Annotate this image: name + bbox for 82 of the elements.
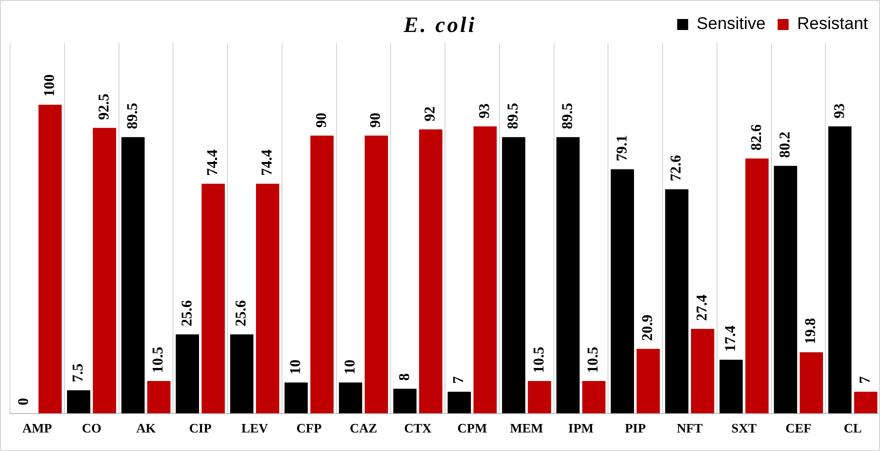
data-label: 19.8 bbox=[803, 318, 820, 344]
bar bbox=[720, 360, 743, 414]
bar bbox=[828, 126, 852, 414]
x-tick-label: CFP bbox=[296, 420, 322, 436]
data-label: 72.6 bbox=[668, 154, 685, 182]
x-tick-label: CAZ bbox=[350, 420, 378, 436]
bar bbox=[665, 189, 688, 414]
bar bbox=[176, 334, 200, 414]
chart-title: E. coli bbox=[404, 12, 476, 37]
data-label: 90 bbox=[314, 112, 330, 128]
data-label: 8 bbox=[396, 373, 413, 381]
bar bbox=[774, 166, 798, 414]
data-label: 80.2 bbox=[777, 132, 794, 158]
data-label: 89.5 bbox=[560, 102, 576, 130]
bar bbox=[393, 388, 417, 414]
bar bbox=[338, 382, 362, 414]
data-label: 100 bbox=[42, 74, 58, 97]
data-label: 10 bbox=[342, 360, 358, 375]
data-label: 20.9 bbox=[640, 314, 656, 341]
bar bbox=[364, 136, 388, 414]
bar bbox=[473, 126, 497, 414]
bar bbox=[690, 328, 714, 414]
data-label: 89.5 bbox=[506, 102, 522, 130]
data-label: 74.4 bbox=[205, 149, 222, 176]
data-label: 7.5 bbox=[70, 364, 87, 382]
legend-label: Sensitive bbox=[696, 14, 766, 34]
bar bbox=[582, 380, 606, 414]
x-tick-label: IPM bbox=[568, 420, 594, 436]
bar bbox=[419, 129, 442, 414]
x-tick-label: AMP bbox=[22, 420, 52, 436]
data-label: 0 bbox=[16, 398, 32, 406]
data-label: 7 bbox=[858, 376, 874, 384]
bar bbox=[854, 392, 878, 414]
bar bbox=[202, 184, 225, 414]
bar bbox=[230, 334, 254, 414]
data-label: 82.6 bbox=[748, 124, 765, 150]
x-tick-label: CPM bbox=[457, 420, 487, 436]
data-label: 74.4 bbox=[259, 149, 276, 176]
data-label: 90 bbox=[368, 112, 384, 128]
data-label: 27.4 bbox=[694, 294, 710, 321]
x-tick-label: CO bbox=[82, 420, 102, 436]
data-label: 93 bbox=[476, 103, 493, 118]
bar bbox=[528, 380, 552, 414]
bar bbox=[121, 137, 145, 414]
x-tick-label: AK bbox=[136, 420, 157, 436]
x-tick-label: LEV bbox=[241, 420, 269, 436]
data-label: 10.5 bbox=[531, 346, 548, 373]
data-label: 92.5 bbox=[96, 94, 112, 120]
bar bbox=[147, 380, 170, 414]
data-label: 17.4 bbox=[723, 324, 740, 352]
bar bbox=[745, 158, 769, 414]
data-label: 79.1 bbox=[614, 134, 630, 162]
data-label: 92 bbox=[422, 106, 439, 122]
bar bbox=[256, 184, 280, 414]
data-label: 10.5 bbox=[150, 346, 167, 373]
data-label: 7 bbox=[451, 376, 468, 384]
bar bbox=[310, 136, 334, 414]
x-tick-label: NFT bbox=[676, 420, 704, 436]
bar bbox=[636, 348, 660, 414]
bar bbox=[67, 390, 90, 414]
data-label: 10 bbox=[288, 360, 304, 375]
data-label: 25.6 bbox=[179, 300, 196, 326]
x-tick-label: PIP bbox=[624, 420, 646, 436]
bar bbox=[610, 169, 634, 414]
bar bbox=[92, 128, 116, 414]
legend-label: Resistant bbox=[797, 14, 868, 34]
data-label: 25.6 bbox=[234, 300, 250, 326]
x-tick-label: CEF bbox=[785, 420, 812, 436]
x-tick-label: CL bbox=[844, 420, 862, 436]
data-label: 89.5 bbox=[124, 102, 141, 130]
bar bbox=[284, 382, 308, 414]
x-tick-label: CTX bbox=[404, 420, 432, 436]
bar bbox=[448, 392, 471, 414]
x-tick-label: CIP bbox=[189, 420, 212, 436]
bar bbox=[800, 352, 823, 414]
bar bbox=[556, 137, 580, 414]
data-label: 93 bbox=[832, 103, 848, 118]
bar bbox=[38, 104, 62, 414]
data-label: 10.5 bbox=[586, 346, 602, 373]
x-tick-label: MEM bbox=[510, 420, 544, 436]
bar bbox=[502, 137, 526, 414]
x-tick-label: SXT bbox=[731, 420, 758, 436]
